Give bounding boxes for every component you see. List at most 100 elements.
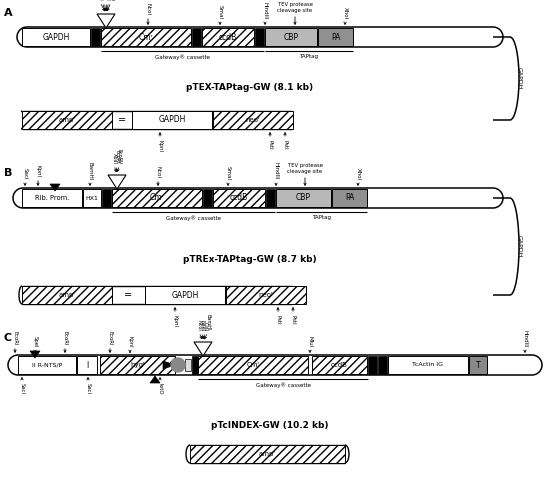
Text: KpnI: KpnI (157, 140, 162, 152)
Text: pTEX-TAPtag-GW (8.1 kb): pTEX-TAPtag-GW (8.1 kb) (187, 83, 314, 93)
Text: KpnI: KpnI (128, 336, 132, 348)
Text: NcoI: NcoI (197, 320, 201, 331)
Bar (22, 189, 82, 207)
Text: =: = (124, 290, 132, 300)
Text: GAPDH: GAPDH (171, 290, 199, 300)
Bar (368, 356, 377, 374)
Bar (22, 111, 112, 129)
Text: TcActin IG: TcActin IG (412, 362, 443, 367)
Text: hygʳ: hygʳ (130, 362, 145, 368)
Text: BamHI: BamHI (100, 0, 105, 1)
Text: HindIII: HindIII (523, 329, 528, 347)
Text: Gateway® cassette: Gateway® cassette (256, 382, 310, 387)
Text: neoʳ: neoʳ (246, 117, 261, 123)
Bar (91, 28, 100, 46)
Text: II R-NTS/P: II R-NTS/P (32, 362, 62, 367)
Text: EcoRI: EcoRI (114, 150, 119, 164)
Text: NcoI: NcoI (156, 166, 161, 178)
Bar (266, 189, 275, 207)
Text: GAPDH: GAPDH (517, 68, 522, 90)
Text: ccdB: ccdB (219, 33, 237, 41)
Bar (192, 28, 201, 46)
Bar (18, 356, 76, 374)
Text: HindIII: HindIII (273, 163, 279, 180)
Text: GAPDH: GAPDH (43, 33, 70, 41)
Text: SmaI: SmaI (102, 0, 107, 1)
Text: NaeI: NaeI (199, 320, 204, 331)
Bar (102, 189, 111, 207)
Text: I: I (86, 360, 88, 369)
Bar (213, 189, 265, 207)
Text: XbaI: XbaI (112, 153, 116, 164)
Text: =: = (118, 115, 126, 125)
Text: PA: PA (331, 33, 340, 41)
Text: A: A (4, 8, 13, 18)
Text: tetO: tetO (157, 383, 162, 394)
Bar (198, 356, 308, 374)
Polygon shape (97, 14, 115, 28)
Polygon shape (108, 175, 126, 189)
Polygon shape (30, 351, 40, 358)
Text: pTcINDEX-GW (10.2 kb): pTcINDEX-GW (10.2 kb) (211, 421, 329, 429)
Bar (100, 356, 175, 374)
Text: EcoRI: EcoRI (108, 331, 113, 345)
Text: SacI: SacI (23, 169, 28, 180)
Text: CBP: CBP (284, 33, 299, 41)
Text: ccdB: ccdB (331, 362, 348, 368)
Text: Gateway® cassette: Gateway® cassette (155, 54, 210, 60)
Text: EcoRV: EcoRV (109, 0, 114, 1)
Bar (388, 356, 468, 374)
Polygon shape (150, 376, 160, 383)
Text: SmaI: SmaI (217, 5, 222, 19)
Text: SacI: SacI (86, 383, 91, 394)
Bar (18, 111, 20, 129)
Text: Gateway® cassette: Gateway® cassette (166, 215, 221, 221)
Bar (255, 28, 264, 46)
Text: SmaI: SmaI (226, 166, 231, 180)
Text: Rib. Prom.: Rib. Prom. (35, 195, 69, 201)
Bar (185, 359, 191, 371)
Bar (192, 356, 201, 374)
Bar (213, 111, 293, 129)
Text: Cmʳ: Cmʳ (139, 33, 153, 41)
Bar (190, 445, 345, 463)
Text: TEV protease
cleavage site: TEV protease cleavage site (288, 163, 322, 174)
Text: XhoI: XhoI (342, 7, 348, 19)
Text: NcoI: NcoI (146, 3, 151, 15)
Text: PstI: PstI (104, 0, 109, 1)
Text: EcoRV: EcoRV (116, 149, 121, 164)
Text: PstI: PstI (290, 315, 295, 325)
Bar (202, 28, 254, 46)
Text: XhoI: XhoI (355, 168, 360, 180)
Bar (145, 286, 225, 304)
Text: MluI: MluI (307, 336, 312, 347)
Bar (203, 189, 212, 207)
Text: EcoRI: EcoRI (62, 331, 67, 345)
Text: Cmʳ: Cmʳ (246, 362, 259, 368)
Text: SacI: SacI (19, 383, 24, 394)
Bar (83, 189, 101, 207)
Bar (276, 189, 331, 207)
Bar (22, 28, 90, 46)
Text: BamHI: BamHI (205, 315, 210, 331)
Polygon shape (50, 184, 60, 191)
Text: CBP: CBP (296, 193, 311, 203)
Bar (101, 28, 191, 46)
Circle shape (171, 358, 185, 372)
Text: EcoRI: EcoRI (13, 331, 18, 345)
Bar (312, 356, 367, 374)
Text: C: C (4, 333, 12, 343)
Text: PstI: PstI (283, 140, 288, 150)
Text: TEV protease
cleavage site: TEV protease cleavage site (278, 2, 312, 13)
Text: PstI: PstI (268, 140, 273, 150)
Text: ampʳ: ampʳ (59, 292, 76, 298)
Bar (378, 356, 387, 374)
Text: TAPtag: TAPtag (312, 215, 331, 220)
Text: EcoRI: EcoRI (107, 0, 112, 1)
Bar (469, 356, 487, 374)
Text: Cmʳ: Cmʳ (150, 193, 164, 203)
Text: neoʳ: neoʳ (259, 292, 273, 298)
Bar (332, 189, 367, 207)
Text: T: T (476, 360, 480, 369)
Bar (265, 28, 317, 46)
